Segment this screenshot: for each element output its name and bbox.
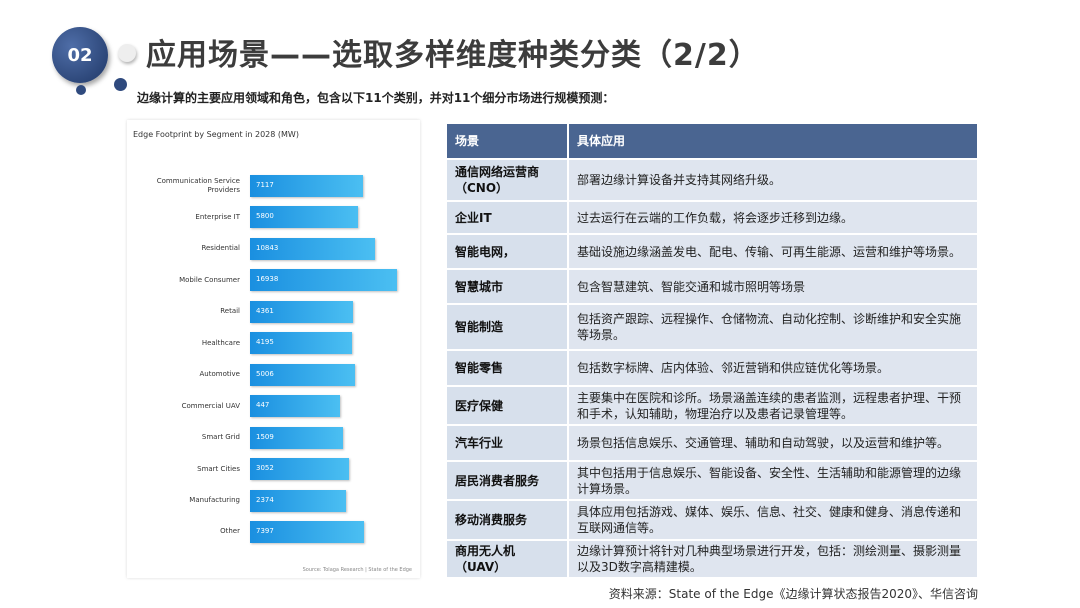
bar <box>250 269 397 292</box>
table-row: 企业IT 过去运行在云端的工作负载，将会逐步迁移到边缘。 <box>445 200 979 235</box>
source-note: 资料来源：State of the Edge《边缘计算状态报告2020》、华信咨… <box>608 587 978 601</box>
value-label: 5800 <box>256 212 274 221</box>
bar <box>250 489 347 512</box>
scenario-cell: 汽车行业 <box>445 424 569 462</box>
category-label: Manufacturing <box>189 496 240 504</box>
bar <box>250 332 353 355</box>
category-label: Smart Cities <box>197 464 240 473</box>
table-row: 智能制造 包括资产跟踪、远程操作、仓储物流、自动化控制、诊断维护和安全实施等场景。 <box>445 303 979 351</box>
value-label: 4361 <box>256 306 274 315</box>
table-row: 智能电网， 基础设施边缘涵盖发电、配电、传输、可再生能源、运营和维护等场景。 <box>445 233 979 270</box>
table-row: 商用无人机（UAV） 边缘计算预计将针对几种典型场景进行开发，包括：测绘测量、摄影… <box>445 539 979 579</box>
scenario-cell: 医疗保健 <box>445 385 569 426</box>
category-label: Enterprise IT <box>195 212 240 221</box>
application-cell: 基础设施边缘涵盖发电、配电、传输、可再生能源、运营和维护等场景。 <box>567 233 979 270</box>
category-label: Smart Grid <box>201 433 240 442</box>
category-label: Communication Service Providers <box>156 177 240 194</box>
bar <box>250 426 344 449</box>
category-label: Residential <box>201 244 240 253</box>
value-label: 447 <box>256 401 270 410</box>
scenario-cell: 企业IT <box>445 200 569 235</box>
decor-dot <box>118 44 136 62</box>
bar <box>250 395 340 418</box>
value-label: 7397 <box>256 526 274 535</box>
badge: 02 <box>52 27 108 83</box>
column-header: 场景 <box>445 122 569 160</box>
table-row: 智慧城市 包含智慧建筑、智能交通和城市照明等场景 <box>445 268 979 305</box>
application-cell: 包含智慧建筑、智能交通和城市照明等场景 <box>567 268 979 305</box>
column-header: 具体应用 <box>567 122 979 160</box>
application-cell: 过去运行在云端的工作负载，将会逐步迁移到边缘。 <box>567 200 979 235</box>
scenario-cell: 移动消费服务 <box>445 499 569 541</box>
value-label: 7117 <box>256 181 274 189</box>
value-label: 10843 <box>256 243 279 252</box>
scenario-cell: 智慧城市 <box>445 268 569 305</box>
category-label: Mobile Consumer <box>179 275 240 284</box>
scenario-cell: 智能零售 <box>445 349 569 387</box>
category-label: Automotive <box>199 370 241 379</box>
table-row: 通信网络运营商（CNO） 部署边缘计算设备并支持其网络升级。 <box>445 158 979 202</box>
table-row: 汽车行业 场景包括信息娱乐、交通管理、辅助和自动驾驶，以及运营和维护等。 <box>445 424 979 462</box>
category-label: Commercial UAV <box>181 401 240 410</box>
scenario-cell: 商用无人机（UAV） <box>445 539 569 579</box>
scenario-cell: 智能制造 <box>445 303 569 351</box>
application-cell: 主要集中在医院和诊所。场景涵盖连续的患者监测，远程患者护理、干预和手术，认知辅助… <box>567 385 979 426</box>
decor-dot <box>114 78 127 91</box>
value-label: 3052 <box>256 464 274 473</box>
title: 应用场景——选取多样维度种类分类（2/2） <box>146 38 760 73</box>
chart: Edge Footprint by Segment in 2028 (MW) S… <box>127 120 420 578</box>
category-label: Retail <box>220 307 240 316</box>
bar <box>250 363 356 386</box>
bar <box>250 206 359 229</box>
value-label: 16938 <box>256 275 279 284</box>
application-cell: 部署边缘计算设备并支持其网络升级。 <box>567 158 979 202</box>
bar <box>250 237 376 260</box>
decor-dot <box>76 85 86 95</box>
bar <box>250 458 349 481</box>
subtitle: 边缘计算的主要应用领域和角色，包含以下11个类别，并对11个细分市场进行规模预测… <box>137 91 615 105</box>
table-row: 移动消费服务 具体应用包括游戏、媒体、娱乐、信息、社交、健康和健身、消息传递和互联… <box>445 499 979 541</box>
category-label: Healthcare <box>201 338 240 347</box>
scenario-cell: 通信网络运营商（CNO） <box>445 158 569 202</box>
value-label: 1509 <box>256 432 274 441</box>
application-cell: 包括数字标牌、店内体验、邻近营销和供应链优化等场景。 <box>567 349 979 387</box>
table-header: 场景 具体应用 <box>445 122 979 160</box>
application-cell: 包括资产跟踪、远程操作、仓储物流、自动化控制、诊断维护和安全实施等场景。 <box>567 303 979 351</box>
bar <box>250 175 363 197</box>
value-label: 2374 <box>256 495 274 504</box>
table-row: 居民消费者服务 其中包括用于信息娱乐、智能设备、安全性、生活辅助和能源管理的边缘计… <box>445 460 979 501</box>
table-row: 智能零售 包括数字标牌、店内体验、邻近营销和供应链优化等场景。 <box>445 349 979 387</box>
chart-source: Source: Tolaga Research | State of the E… <box>302 567 412 573</box>
value-label: 5006 <box>256 369 274 378</box>
category-label: Other <box>220 527 240 536</box>
bar <box>250 300 354 323</box>
scenario-cell: 智能电网， <box>445 233 569 270</box>
scenario-cell: 居民消费者服务 <box>445 460 569 501</box>
application-cell: 具体应用包括游戏、媒体、娱乐、信息、社交、健康和健身、消息传递和互联网通信等。 <box>567 499 979 541</box>
bar <box>250 520 364 543</box>
application-cell: 其中包括用于信息娱乐、智能设备、安全性、生活辅助和能源管理的边缘计算场景。 <box>567 460 979 501</box>
table: 场景 具体应用 通信网络运营商（CNO） 部署边缘计算设备并支持其网络升级。 企业IT 过… <box>445 122 979 579</box>
application-cell: 场景包括信息娱乐、交通管理、辅助和自动驾驶，以及运营和维护等。 <box>567 424 979 462</box>
table-row: 医疗保健 主要集中在医院和诊所。场景涵盖连续的患者监测，远程患者护理、干预和手术，… <box>445 385 979 426</box>
value-label: 4195 <box>256 338 274 347</box>
chart-title: Edge Footprint by Segment in 2028 (MW) <box>133 130 299 139</box>
application-cell: 边缘计算预计将针对几种典型场景进行开发，包括：测绘测量、摄影测量以及3D数字高精… <box>567 539 979 579</box>
